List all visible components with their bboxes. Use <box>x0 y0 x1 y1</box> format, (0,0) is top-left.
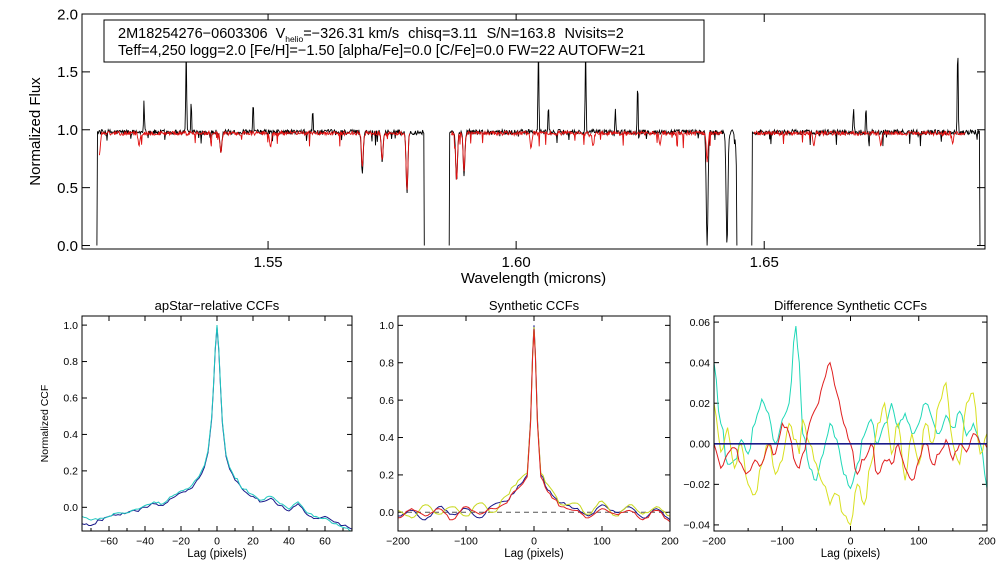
info-line-2: Teff=4,250 logg=2.0 [Fe/H]=−1.50 [alpha/… <box>118 43 645 59</box>
y-axis-label: Normalized CCF <box>39 385 51 463</box>
y-tick-label: 2.0 <box>57 6 78 23</box>
x-tick-label: 20 <box>247 536 259 548</box>
chart-title: apStar−relative CCFs <box>155 298 280 313</box>
x-axis-label: Lag (pixels) <box>504 548 564 560</box>
x-tick-label: 1.60 <box>502 254 531 271</box>
y-tick-label: 0.02 <box>690 398 711 410</box>
y-tick-label: 0.0 <box>379 507 394 519</box>
y-axis-label: Normalized Flux <box>27 77 44 186</box>
spectrum-panel: 1.55 1.60 1.65 0.0 0.5 1.0 1.5 2.0 Wavelength (m… <box>27 6 986 287</box>
x-tick-label: 1.65 <box>750 254 779 271</box>
y-tick-label: 0.8 <box>379 357 394 369</box>
spectrum-info-box: 2M18254276−0603306 Vhelio=−326.31 km/s chi… <box>103 19 705 63</box>
info-vhelio: =−326.31 km/s <box>303 26 399 42</box>
plot-frame <box>397 315 671 532</box>
x-tick-label: 40 <box>283 536 295 548</box>
y-tick-label: 0.00 <box>690 438 711 450</box>
x-axis-label: Wavelength (microns) <box>461 270 606 287</box>
x-axis-label: Lag (pixels) <box>187 548 247 560</box>
info-box-frame <box>103 19 705 63</box>
chart-title: Synthetic CCFs <box>489 298 580 313</box>
info-sn: S/N=163.8 <box>487 26 556 42</box>
plot-frame <box>81 315 353 532</box>
info-v-subscript: helio <box>285 34 303 44</box>
spectrum-observed-line <box>96 40 981 246</box>
y-tick-label: 1.5 <box>57 64 78 81</box>
difference-ccf-panel: −200 −100 0 100 200 −0.04 −0.02 0.00 0.02 0.04 0.0… <box>683 298 995 560</box>
y-tick-label: 0.0 <box>63 502 78 514</box>
x-tick-label: 1.55 <box>253 254 282 271</box>
ccf-line-diff-3 <box>714 361 987 481</box>
ccf-line-visit-1 <box>82 326 352 530</box>
x-tick-label: −100 <box>454 536 478 548</box>
y-tick-label: 0.5 <box>57 180 78 197</box>
y-tick-label: 0.2 <box>379 470 394 482</box>
chart-title: Difference Synthetic CCFs <box>774 298 927 313</box>
x-tick-label: −100 <box>770 536 794 548</box>
ccf-line-visit-3 <box>398 329 670 523</box>
y-tick-label: 0.8 <box>63 356 78 368</box>
x-tick-label: 200 <box>978 536 996 548</box>
x-tick-label: 0 <box>531 536 537 548</box>
ccf-line-diff-1 <box>714 326 987 490</box>
y-tick-label: 0.6 <box>63 393 78 405</box>
y-tick-label: 0.04 <box>690 357 711 369</box>
info-chisq: chisq=3.11 <box>408 26 477 42</box>
spectrum-synthetic-line <box>98 129 966 190</box>
ccf-line-diff-2 <box>714 381 987 526</box>
ccf-line-visit-2 <box>398 327 670 519</box>
y-tick-label: 0.2 <box>63 466 78 478</box>
plot-frame <box>81 13 986 250</box>
x-tick-label: −200 <box>702 536 726 548</box>
y-tick-label: 0.06 <box>690 317 711 329</box>
y-tick-label: 0.4 <box>63 429 78 441</box>
info-line-1: 2M18254276−0603306 Vhelio=−326.31 km/s chi… <box>118 26 624 44</box>
y-tick-label: −0.04 <box>683 520 710 532</box>
x-tick-label: 200 <box>661 536 679 548</box>
y-tick-label: 1.0 <box>63 320 78 332</box>
info-v: V <box>276 26 286 42</box>
ccf-line-visit-1 <box>398 325 670 521</box>
y-tick-label: 0.6 <box>379 395 394 407</box>
x-tick-label: 100 <box>593 536 611 548</box>
plot-frame <box>713 315 988 532</box>
x-tick-label: 60 <box>319 536 331 548</box>
x-tick-label: −20 <box>172 536 190 548</box>
x-tick-label: 0 <box>848 536 854 548</box>
x-tick-label: 0 <box>214 536 220 548</box>
info-nvisits: Nvisits=2 <box>565 26 624 42</box>
x-tick-label: −40 <box>136 536 154 548</box>
y-tick-label: 0.4 <box>379 432 394 444</box>
y-tick-label: −0.02 <box>683 479 710 491</box>
apstar-ccf-panel: −60 −40 −20 0 20 40 60 0.0 0.2 0.4 0.6 0.8 1.0 Lag (p… <box>39 298 353 560</box>
info-object: 2M18254276−0603306 <box>118 26 268 42</box>
x-tick-label: 100 <box>910 536 928 548</box>
y-tick-label: 1.0 <box>57 122 78 139</box>
x-tick-label: −200 <box>386 536 410 548</box>
synthetic-ccf-panel: −200 −100 0 100 200 0.0 0.2 0.4 0.6 0.8 1.0 Lag (pi… <box>379 298 679 560</box>
y-tick-label: 1.0 <box>379 320 394 332</box>
y-tick-label: 0.0 <box>57 238 78 255</box>
x-tick-label: −60 <box>100 536 118 548</box>
x-axis-label: Lag (pixels) <box>821 548 881 560</box>
ccf-line-visit-2 <box>82 325 352 531</box>
